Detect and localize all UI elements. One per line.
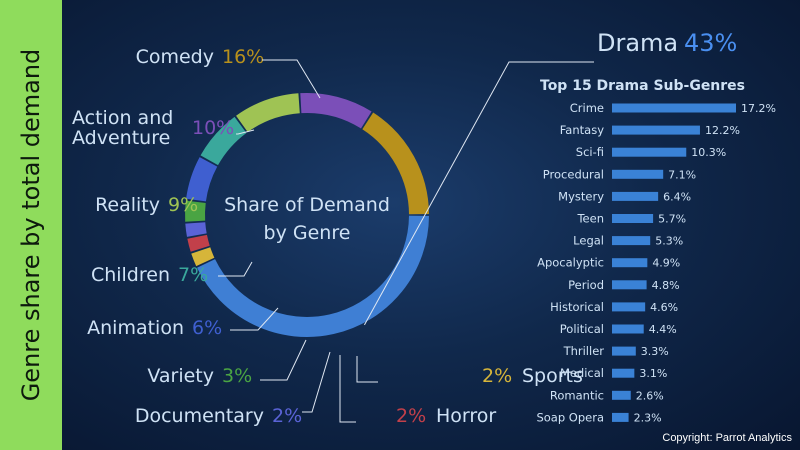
bar-thriller — [612, 346, 636, 356]
leader-line-drama — [364, 61, 594, 326]
drama-label: Drama — [597, 29, 678, 57]
bar-apocalyptic — [612, 258, 648, 268]
bar-value-label: 3.3% — [641, 345, 669, 358]
bar-value-label: 12.2% — [705, 124, 740, 137]
slice-value-reality: 9% — [168, 194, 198, 216]
bar-category-label: Medical — [560, 366, 604, 380]
bar-value-label: 4.4% — [649, 323, 677, 336]
leader-line-comedy — [262, 59, 321, 99]
bar-category-label: Apocalyptic — [537, 256, 604, 270]
leader-line-action-and-adventure — [236, 129, 255, 135]
bar-political — [612, 324, 644, 334]
donut-slice-action-and-adventure — [300, 93, 372, 129]
bar-romantic — [612, 390, 631, 400]
bar-category-label: Romantic — [550, 388, 604, 402]
slice-label-variety: Variety — [147, 365, 214, 387]
bar-category-label: Fantasy — [560, 123, 604, 137]
slice-label-horror: Horror — [436, 405, 496, 427]
donut-slice-comedy — [362, 112, 429, 215]
bar-medical — [612, 368, 635, 378]
bar-value-label: 2.3% — [634, 411, 662, 424]
leader-line-variety — [260, 339, 307, 381]
slice-label-children: Children — [91, 264, 170, 286]
donut-slice-horror — [187, 234, 210, 252]
leader-line-sports — [356, 356, 378, 383]
chart-canvas: Share of Demand by Genre Drama 43% 2% Sports 2… — [72, 29, 776, 427]
bar-category-label: Historical — [550, 300, 604, 314]
donut-center-title-line1: Share of Demand — [224, 194, 390, 216]
bar-value-label: 17.2% — [741, 102, 776, 115]
bar-value-label: 2.6% — [636, 389, 664, 402]
bar-value-label: 6.4% — [663, 190, 691, 203]
slice-value-children: 7% — [178, 264, 208, 286]
slice-value-comedy: 16% — [222, 46, 264, 68]
slice-label-documentary: Documentary — [135, 405, 264, 427]
slice-label-action-and-adventure-line1: Action and — [72, 107, 173, 129]
bar-category-label: Political — [560, 322, 604, 336]
donut-slice-children — [200, 116, 247, 166]
copyright-text: Copyright: Parrot Analytics — [662, 432, 792, 444]
side-title: Genre share by total demand — [17, 48, 45, 402]
chart-panel: Share of Demand by Genre Drama 43% 2% Sports 2… — [62, 0, 800, 450]
bar-legal — [612, 236, 651, 246]
slice-value-sports: 2% — [482, 365, 512, 387]
bar-crime — [612, 103, 736, 113]
bar-fantasy — [612, 125, 700, 135]
bar-category-label: Mystery — [558, 189, 604, 203]
bar-category-label: Sci-fi — [576, 145, 604, 159]
leader-line-children — [218, 261, 253, 277]
leader-line-documentary — [302, 351, 331, 413]
bar-category-label: Crime — [570, 101, 604, 115]
bar-procedural — [612, 169, 664, 179]
slice-value-action-and-adventure: 10% — [192, 117, 234, 139]
slice-value-animation: 6% — [192, 317, 222, 339]
bar-value-label: 3.1% — [639, 367, 667, 380]
donut-slice-documentary — [185, 222, 207, 237]
slice-label-animation: Animation — [87, 317, 184, 339]
bar-value-label: 10.3% — [691, 146, 726, 159]
slice-value-horror: 2% — [396, 405, 426, 427]
bar-period — [612, 280, 647, 290]
leader-line-horror — [339, 355, 356, 423]
donut-center-title-line2: by Genre — [264, 222, 351, 244]
bar-value-label: 5.3% — [655, 235, 683, 248]
bar-historical — [612, 302, 646, 312]
slice-label-action-and-adventure-line2: Adventure — [72, 127, 170, 149]
slice-value-variety: 3% — [222, 365, 252, 387]
drama-value: 43% — [684, 29, 737, 57]
bar-value-label: 4.6% — [650, 301, 678, 314]
bar-sci-fi — [612, 147, 687, 157]
donut-slice-reality — [236, 93, 301, 133]
leader-line-animation — [230, 307, 279, 331]
slice-value-documentary: 2% — [272, 405, 302, 427]
slice-label-sports: Sports — [522, 365, 583, 387]
bar-category-label: Thriller — [563, 344, 605, 358]
side-band: Genre share by total demand — [0, 0, 62, 450]
slice-label-reality: Reality — [95, 194, 160, 216]
donut-slice-variety — [185, 200, 206, 222]
bar-value-label: 4.9% — [652, 257, 680, 270]
bar-category-label: Period — [568, 278, 604, 292]
bar-chart-title: Top 15 Drama Sub-Genres — [540, 78, 745, 94]
bar-mystery — [612, 191, 659, 201]
bar-soap-opera — [612, 412, 629, 422]
bar-category-label: Teen — [576, 212, 604, 226]
bar-value-label: 5.7% — [658, 213, 686, 226]
bar-value-label: 7.1% — [668, 168, 696, 181]
bar-value-label: 4.8% — [652, 279, 680, 292]
bar-teen — [612, 214, 654, 223]
bar-category-label: Procedural — [543, 167, 604, 181]
donut-slice-animation — [186, 157, 218, 202]
bar-category-label: Soap Opera — [536, 410, 604, 424]
donut-slice-drama — [197, 215, 429, 337]
slice-label-comedy: Comedy — [136, 46, 214, 68]
donut-slice-sports — [191, 247, 215, 267]
bar-category-label: Legal — [573, 234, 604, 248]
